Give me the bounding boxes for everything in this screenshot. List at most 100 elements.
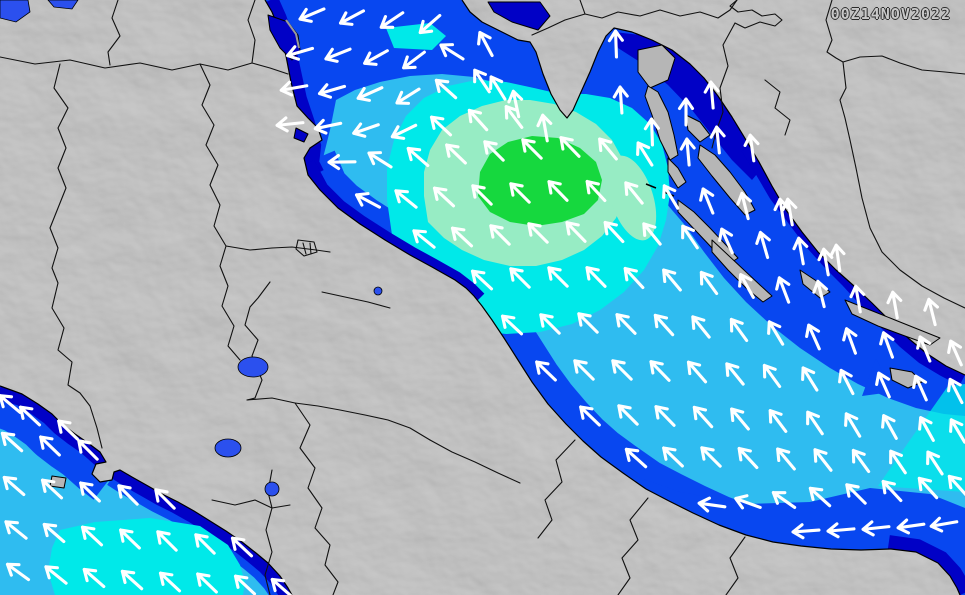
wave-arrow bbox=[507, 89, 524, 119]
wave-arrow bbox=[477, 30, 494, 58]
border-lazio-campania bbox=[294, 402, 339, 595]
wave-arrow bbox=[354, 192, 382, 209]
wave-arrow bbox=[729, 317, 749, 343]
wave-arrow bbox=[806, 410, 824, 436]
border-liguria-tuscany bbox=[49, 63, 103, 449]
wave-arrow bbox=[686, 360, 708, 384]
wave-arrow bbox=[771, 490, 797, 510]
wave-arrow bbox=[270, 577, 294, 595]
wave-arrow bbox=[762, 363, 782, 389]
border-croatia-bosnia-n bbox=[825, 0, 965, 75]
wave-arrow bbox=[734, 494, 762, 510]
wave-arrow bbox=[489, 224, 511, 246]
wave-arrow bbox=[467, 108, 489, 132]
wave-arrow bbox=[233, 574, 257, 595]
lake-garda bbox=[0, 0, 31, 23]
border-slovenia-north bbox=[579, 0, 586, 15]
border-bosnia-inner bbox=[764, 79, 791, 136]
wave-arrow bbox=[450, 226, 474, 248]
border-umbria-lazio bbox=[246, 397, 431, 441]
wave-arrow bbox=[775, 276, 791, 304]
wave-arrow bbox=[623, 266, 645, 290]
wave-arrow bbox=[471, 184, 493, 206]
wave-arrow bbox=[679, 137, 696, 167]
wave-arrow bbox=[826, 522, 856, 539]
wave-arrow bbox=[120, 569, 144, 591]
wave-arrow bbox=[743, 133, 760, 163]
wave-arrow bbox=[808, 486, 832, 508]
wave-arrow bbox=[692, 405, 714, 429]
wave-arrow bbox=[5, 562, 31, 582]
wave-arrow bbox=[230, 536, 254, 558]
wave-arrow bbox=[363, 49, 389, 66]
island-kornati bbox=[711, 239, 773, 303]
wave-arrow bbox=[412, 229, 436, 249]
po-delta-inlet bbox=[293, 127, 309, 143]
wave-arrow bbox=[367, 151, 393, 169]
wave-arrow bbox=[677, 97, 695, 127]
wave-arrow bbox=[737, 446, 759, 470]
lake-idro bbox=[47, 0, 79, 10]
wave-arrow bbox=[0, 394, 22, 414]
wave-band-green bbox=[478, 136, 602, 226]
wave-arrow bbox=[916, 335, 932, 363]
lake-bracciano bbox=[264, 481, 280, 497]
wave-arrow bbox=[18, 405, 42, 427]
wave-arrow bbox=[879, 331, 895, 359]
wave-arrow bbox=[844, 412, 862, 438]
wave-arrow bbox=[949, 418, 965, 444]
wave-arrow bbox=[577, 312, 599, 334]
wave-arrow bbox=[573, 359, 595, 381]
wave-arrow bbox=[881, 479, 903, 503]
wave-arrow bbox=[607, 29, 624, 59]
border-marche-umbria bbox=[244, 281, 271, 401]
wave-arrow bbox=[896, 518, 926, 535]
wave-arrow bbox=[813, 448, 833, 472]
wave-arrow bbox=[44, 565, 68, 585]
wave-arrow bbox=[539, 313, 561, 335]
wave-arrow bbox=[356, 86, 384, 102]
island-rab bbox=[685, 114, 711, 143]
wave-arrow bbox=[390, 123, 418, 140]
wave-arrow bbox=[781, 197, 798, 227]
wave-arrow bbox=[845, 483, 867, 505]
wave-arrow bbox=[636, 141, 654, 167]
wave-arrow bbox=[697, 496, 727, 513]
wave-arrow bbox=[42, 522, 66, 544]
border-molise-2 bbox=[617, 497, 649, 595]
border-san-marino bbox=[295, 239, 318, 257]
wave-arrow bbox=[395, 87, 421, 105]
wave-arrow bbox=[801, 366, 819, 392]
wave-arrow bbox=[473, 68, 491, 94]
wave-arrow bbox=[773, 197, 790, 227]
island-losinj bbox=[667, 157, 687, 189]
wave-arrow bbox=[886, 290, 903, 320]
wave-arrow bbox=[598, 137, 618, 161]
wave-arrow bbox=[547, 180, 569, 202]
wave-arrow bbox=[489, 75, 507, 101]
wave-arrow bbox=[947, 339, 963, 367]
wave-arrow bbox=[275, 116, 305, 133]
wave-arrow bbox=[681, 224, 699, 250]
wave-arrow bbox=[829, 243, 846, 273]
coastline-italy bbox=[264, 0, 961, 595]
wave-arrow bbox=[662, 184, 680, 210]
wave-arrow bbox=[317, 83, 347, 99]
wave-arrow bbox=[79, 481, 101, 503]
wave-arrow bbox=[500, 314, 524, 336]
border-marche-coast bbox=[321, 291, 391, 309]
wave-arrow bbox=[80, 525, 104, 547]
wave-arrow bbox=[917, 476, 939, 500]
wave-arrow bbox=[559, 136, 581, 158]
wave-arrow bbox=[947, 474, 965, 498]
lagoon-barrier bbox=[285, 19, 300, 49]
wave-arrow bbox=[699, 270, 719, 296]
map-timestamp: 00Z14NOV2022 bbox=[830, 5, 951, 23]
islands-layer bbox=[49, 44, 941, 489]
wave-arrow bbox=[776, 447, 796, 471]
wave-arrow bbox=[842, 327, 858, 355]
border-romagna bbox=[225, 245, 331, 253]
wave-arrow bbox=[738, 273, 755, 299]
wave-arrow bbox=[642, 222, 662, 246]
